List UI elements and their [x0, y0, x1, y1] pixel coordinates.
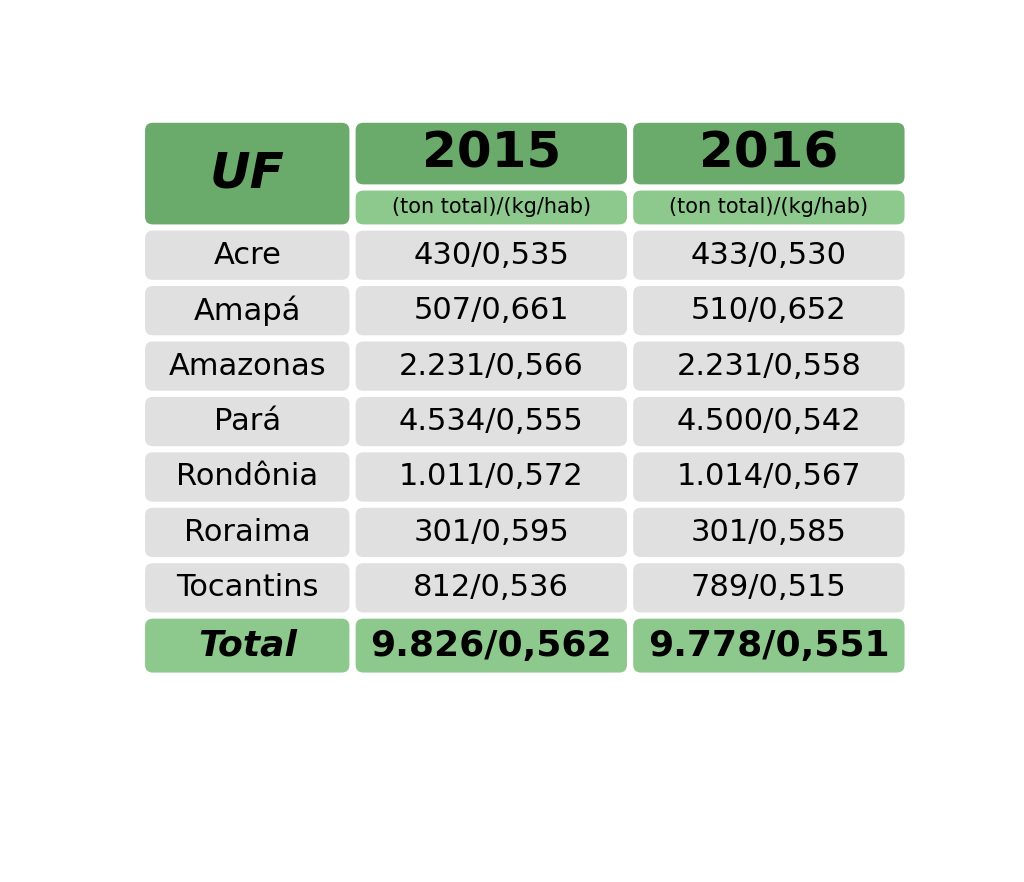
Text: Tocantins: Tocantins: [176, 573, 318, 602]
Text: 430/0,535: 430/0,535: [414, 241, 569, 270]
FancyBboxPatch shape: [355, 191, 627, 224]
FancyBboxPatch shape: [355, 564, 627, 612]
FancyBboxPatch shape: [355, 397, 627, 446]
FancyBboxPatch shape: [355, 123, 627, 184]
FancyBboxPatch shape: [633, 397, 904, 446]
FancyBboxPatch shape: [145, 230, 349, 280]
Text: 9.778/0,551: 9.778/0,551: [648, 629, 890, 662]
Text: 1.011/0,572: 1.011/0,572: [399, 462, 584, 491]
FancyBboxPatch shape: [633, 191, 904, 224]
FancyBboxPatch shape: [633, 341, 904, 391]
Text: 433/0,530: 433/0,530: [691, 241, 847, 270]
FancyBboxPatch shape: [145, 397, 349, 446]
Text: 510/0,652: 510/0,652: [691, 296, 847, 325]
Text: 2016: 2016: [699, 130, 839, 177]
Text: 2015: 2015: [422, 130, 561, 177]
FancyBboxPatch shape: [355, 452, 627, 502]
FancyBboxPatch shape: [145, 618, 349, 673]
FancyBboxPatch shape: [633, 508, 904, 557]
FancyBboxPatch shape: [355, 286, 627, 335]
FancyBboxPatch shape: [145, 341, 349, 391]
FancyBboxPatch shape: [633, 564, 904, 612]
FancyBboxPatch shape: [355, 618, 627, 673]
FancyBboxPatch shape: [145, 508, 349, 557]
Text: (ton total)/(kg/hab): (ton total)/(kg/hab): [392, 198, 591, 218]
FancyBboxPatch shape: [145, 452, 349, 502]
Text: 4.534/0,555: 4.534/0,555: [399, 407, 584, 436]
Text: Roraima: Roraima: [184, 518, 310, 547]
FancyBboxPatch shape: [633, 230, 904, 280]
Text: Amapá: Amapá: [194, 295, 301, 326]
FancyBboxPatch shape: [145, 123, 349, 224]
Text: 1.014/0,567: 1.014/0,567: [677, 462, 861, 491]
Text: (ton total)/(kg/hab): (ton total)/(kg/hab): [670, 198, 868, 218]
Text: 2.231/0,566: 2.231/0,566: [399, 352, 584, 381]
FancyBboxPatch shape: [355, 341, 627, 391]
FancyBboxPatch shape: [633, 286, 904, 335]
Text: 812/0,536: 812/0,536: [414, 573, 569, 602]
Text: Pará: Pará: [214, 407, 281, 436]
Text: 507/0,661: 507/0,661: [414, 296, 569, 325]
FancyBboxPatch shape: [355, 508, 627, 557]
Text: 2.231/0,558: 2.231/0,558: [677, 352, 861, 381]
Text: Acre: Acre: [213, 241, 282, 270]
Text: 789/0,515: 789/0,515: [691, 573, 847, 602]
FancyBboxPatch shape: [145, 286, 349, 335]
FancyBboxPatch shape: [355, 230, 627, 280]
Text: 9.826/0,562: 9.826/0,562: [371, 629, 612, 662]
FancyBboxPatch shape: [633, 618, 904, 673]
FancyBboxPatch shape: [145, 564, 349, 612]
FancyBboxPatch shape: [633, 452, 904, 502]
Text: Amazonas: Amazonas: [168, 352, 326, 381]
Text: 4.500/0,542: 4.500/0,542: [677, 407, 861, 436]
Text: 301/0,595: 301/0,595: [414, 518, 569, 547]
Text: Total: Total: [198, 629, 297, 662]
FancyBboxPatch shape: [633, 123, 904, 184]
Text: Rondônia: Rondônia: [176, 462, 318, 491]
Text: UF: UF: [210, 150, 285, 198]
Text: 301/0,585: 301/0,585: [691, 518, 847, 547]
